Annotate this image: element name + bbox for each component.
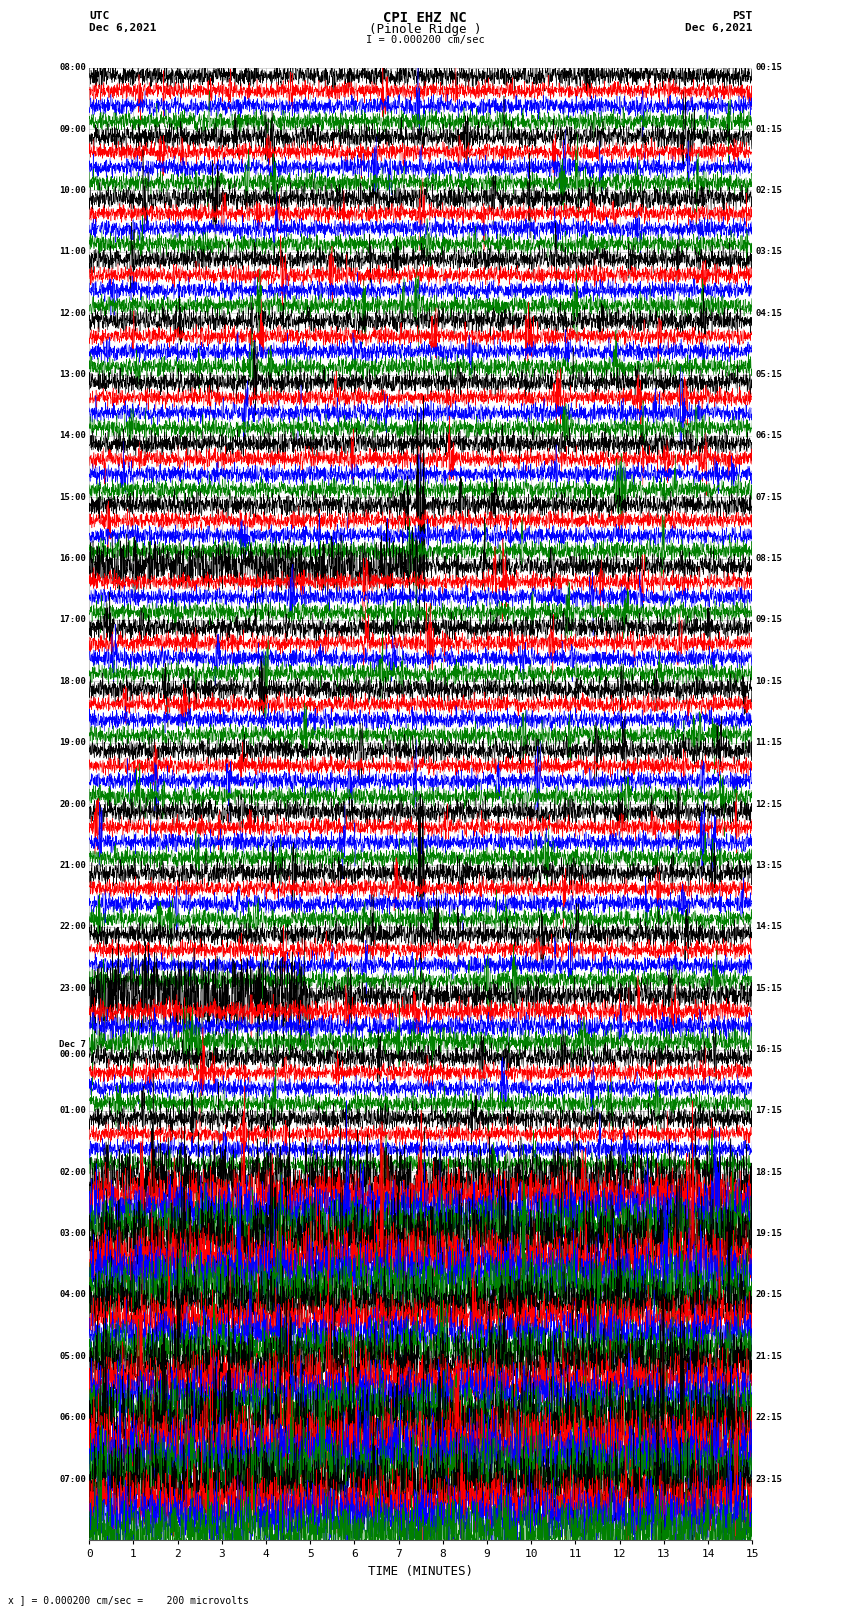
Text: 17:15: 17:15 (756, 1107, 783, 1115)
Text: 18:15: 18:15 (756, 1168, 783, 1177)
Text: 07:00: 07:00 (59, 1474, 86, 1484)
Text: 06:00: 06:00 (59, 1413, 86, 1423)
Text: 07:15: 07:15 (756, 494, 783, 502)
Text: 09:15: 09:15 (756, 616, 783, 624)
Text: I = 0.000200 cm/sec: I = 0.000200 cm/sec (366, 35, 484, 45)
Text: PST: PST (732, 11, 752, 21)
Text: 21:00: 21:00 (59, 861, 86, 869)
Text: 11:15: 11:15 (756, 739, 783, 747)
Text: Dec 6,2021: Dec 6,2021 (685, 23, 752, 32)
Text: (Pinole Ridge ): (Pinole Ridge ) (369, 23, 481, 35)
Text: 19:15: 19:15 (756, 1229, 783, 1239)
X-axis label: TIME (MINUTES): TIME (MINUTES) (368, 1565, 473, 1578)
Text: 21:15: 21:15 (756, 1352, 783, 1361)
Text: 20:15: 20:15 (756, 1290, 783, 1300)
Text: Dec 7
00:00: Dec 7 00:00 (59, 1040, 86, 1060)
Text: 18:00: 18:00 (59, 677, 86, 686)
Text: 20:00: 20:00 (59, 800, 86, 808)
Text: UTC: UTC (89, 11, 110, 21)
Text: 15:00: 15:00 (59, 494, 86, 502)
Text: CPI EHZ NC: CPI EHZ NC (383, 11, 467, 26)
Text: 01:00: 01:00 (59, 1107, 86, 1115)
Text: 01:15: 01:15 (756, 124, 783, 134)
Text: 22:15: 22:15 (756, 1413, 783, 1423)
Text: 12:00: 12:00 (59, 308, 86, 318)
Text: 02:15: 02:15 (756, 185, 783, 195)
Text: Dec 6,2021: Dec 6,2021 (89, 23, 156, 32)
Text: 04:00: 04:00 (59, 1290, 86, 1300)
Text: 08:00: 08:00 (59, 63, 86, 73)
Text: 13:15: 13:15 (756, 861, 783, 869)
Text: 08:15: 08:15 (756, 555, 783, 563)
Text: 16:00: 16:00 (59, 555, 86, 563)
Text: 02:00: 02:00 (59, 1168, 86, 1177)
Text: 05:00: 05:00 (59, 1352, 86, 1361)
Text: 14:15: 14:15 (756, 923, 783, 931)
Text: 23:15: 23:15 (756, 1474, 783, 1484)
Text: 11:00: 11:00 (59, 247, 86, 256)
Text: 15:15: 15:15 (756, 984, 783, 992)
Text: x ] = 0.000200 cm/sec =    200 microvolts: x ] = 0.000200 cm/sec = 200 microvolts (8, 1595, 249, 1605)
Text: 19:00: 19:00 (59, 739, 86, 747)
Text: 12:15: 12:15 (756, 800, 783, 808)
Text: 03:15: 03:15 (756, 247, 783, 256)
Text: 03:00: 03:00 (59, 1229, 86, 1239)
Text: 05:15: 05:15 (756, 369, 783, 379)
Text: 10:15: 10:15 (756, 677, 783, 686)
Text: 10:00: 10:00 (59, 185, 86, 195)
Text: 09:00: 09:00 (59, 124, 86, 134)
Text: 16:15: 16:15 (756, 1045, 783, 1053)
Text: 04:15: 04:15 (756, 308, 783, 318)
Text: 06:15: 06:15 (756, 431, 783, 440)
Text: 00:15: 00:15 (756, 63, 783, 73)
Text: 13:00: 13:00 (59, 369, 86, 379)
Text: 22:00: 22:00 (59, 923, 86, 931)
Text: 23:00: 23:00 (59, 984, 86, 992)
Text: 14:00: 14:00 (59, 431, 86, 440)
Text: 17:00: 17:00 (59, 616, 86, 624)
